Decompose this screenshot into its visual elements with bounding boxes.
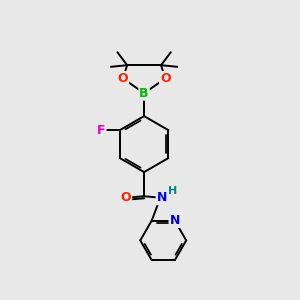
Text: N: N xyxy=(157,191,167,204)
Text: O: O xyxy=(160,72,171,85)
Text: O: O xyxy=(118,72,128,85)
Text: F: F xyxy=(97,124,106,136)
Text: N: N xyxy=(169,214,180,227)
Text: B: B xyxy=(140,87,149,100)
Text: H: H xyxy=(168,186,177,196)
Text: O: O xyxy=(121,191,131,204)
